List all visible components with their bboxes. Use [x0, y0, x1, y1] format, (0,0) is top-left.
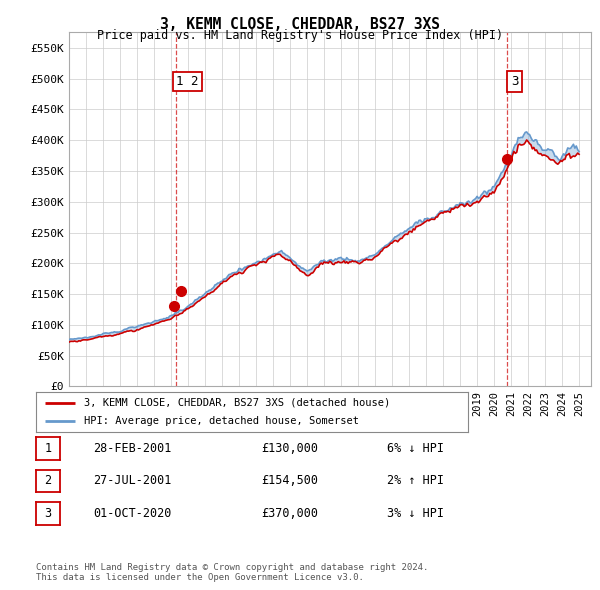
Text: 27-JUL-2001: 27-JUL-2001: [93, 474, 172, 487]
Text: Contains HM Land Registry data © Crown copyright and database right 2024.
This d: Contains HM Land Registry data © Crown c…: [36, 563, 428, 582]
Text: Price paid vs. HM Land Registry's House Price Index (HPI): Price paid vs. HM Land Registry's House …: [97, 30, 503, 42]
Text: 01-OCT-2020: 01-OCT-2020: [93, 507, 172, 520]
Text: 2% ↑ HPI: 2% ↑ HPI: [387, 474, 444, 487]
Text: 3: 3: [44, 507, 52, 520]
Text: 3% ↓ HPI: 3% ↓ HPI: [387, 507, 444, 520]
Text: 1: 1: [44, 442, 52, 455]
Text: £130,000: £130,000: [261, 442, 318, 455]
Text: 3: 3: [511, 75, 518, 88]
Text: 1 2: 1 2: [176, 75, 199, 88]
Text: 3, KEMM CLOSE, CHEDDAR, BS27 3XS: 3, KEMM CLOSE, CHEDDAR, BS27 3XS: [160, 17, 440, 31]
Text: 2: 2: [44, 474, 52, 487]
Text: 6% ↓ HPI: 6% ↓ HPI: [387, 442, 444, 455]
Text: £370,000: £370,000: [261, 507, 318, 520]
Text: 28-FEB-2001: 28-FEB-2001: [93, 442, 172, 455]
Text: £154,500: £154,500: [261, 474, 318, 487]
Text: HPI: Average price, detached house, Somerset: HPI: Average price, detached house, Some…: [83, 416, 359, 426]
Text: 3, KEMM CLOSE, CHEDDAR, BS27 3XS (detached house): 3, KEMM CLOSE, CHEDDAR, BS27 3XS (detach…: [83, 398, 390, 408]
